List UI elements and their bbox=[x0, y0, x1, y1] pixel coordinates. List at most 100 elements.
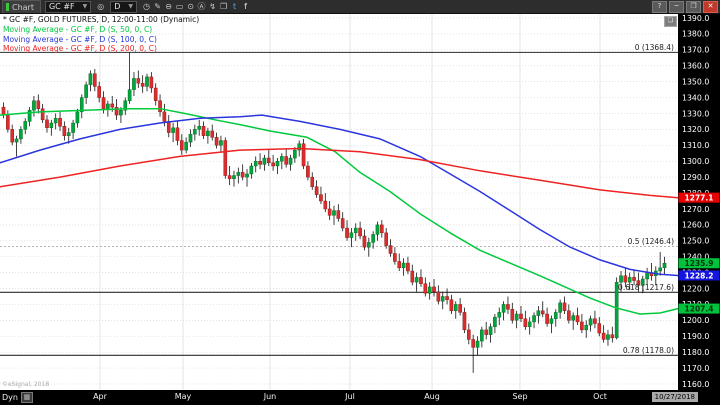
candle-body bbox=[545, 313, 549, 324]
refresh-icon[interactable]: ⊙ bbox=[187, 2, 194, 11]
link-icon[interactable]: ↯ bbox=[209, 2, 216, 11]
candle-body bbox=[588, 318, 593, 326]
candle-body bbox=[410, 270, 415, 283]
chart-canvas[interactable]: 0 (1368.4) 0.5 (1246.4) 0.618 (1217.6) 0.78… bbox=[0, 14, 720, 390]
candle-body bbox=[97, 86, 101, 98]
restore-button[interactable]: ❐ bbox=[686, 0, 701, 13]
symbol-value: GC #F bbox=[48, 2, 75, 11]
price-axis-label: 1380.0 bbox=[682, 30, 709, 39]
candle-body bbox=[332, 210, 336, 216]
candle-body bbox=[45, 119, 49, 128]
facebook-icon[interactable]: f bbox=[244, 2, 247, 11]
candle-body bbox=[575, 315, 580, 323]
price-marker-badge bbox=[678, 192, 720, 203]
candle-body bbox=[219, 140, 223, 146]
candle-body bbox=[336, 210, 341, 219]
month-label-may: May bbox=[174, 392, 192, 401]
candle-body bbox=[632, 277, 636, 281]
chart-legend: * GC #F, GOLD FUTURES, D, 12:00-11:00 (D… bbox=[3, 15, 199, 54]
price-axis-label: 1180.0 bbox=[682, 348, 709, 357]
candle-body bbox=[262, 157, 267, 165]
dyn-mode[interactable]: Dyn ▦ bbox=[2, 392, 33, 403]
candle-body bbox=[306, 165, 310, 178]
candle-body bbox=[245, 173, 249, 178]
symbol-lookup-icon[interactable]: ◎ bbox=[97, 2, 105, 11]
candle-body bbox=[223, 140, 228, 176]
tab-chart[interactable]: Chart bbox=[2, 0, 41, 13]
candle-body bbox=[127, 89, 132, 101]
candle-body bbox=[610, 334, 615, 339]
minimize-button[interactable]: ─ bbox=[669, 0, 684, 13]
watermark: ©eSignal, 2018 bbox=[2, 381, 50, 388]
candle-body bbox=[366, 242, 371, 248]
grid-icon[interactable]: ▦ bbox=[20, 392, 33, 403]
window-icon[interactable]: ❐ bbox=[219, 2, 228, 11]
candle-body bbox=[149, 76, 154, 89]
candle-body bbox=[471, 339, 475, 348]
candle-body bbox=[380, 224, 384, 234]
candle-body bbox=[184, 141, 188, 151]
candle-body bbox=[19, 129, 23, 140]
draw-icon[interactable]: ✎ bbox=[154, 2, 161, 11]
dyn-label: Dyn bbox=[2, 393, 18, 402]
candle-body bbox=[188, 133, 193, 143]
time-icon[interactable]: ◷ bbox=[143, 2, 151, 11]
price-axis-label: 1160.0 bbox=[682, 380, 709, 389]
candle-body bbox=[401, 262, 406, 269]
price-axis-label: 1250.0 bbox=[682, 237, 709, 246]
chevron-down-icon[interactable]: ▼ bbox=[82, 3, 88, 10]
zoom-out-icon[interactable]: ⊖ bbox=[165, 2, 172, 11]
ma200-legend: Moving Average - GC #F, D (S, 200, 0, C) bbox=[3, 44, 157, 54]
symbol-input[interactable]: GC #F ▼ bbox=[44, 0, 92, 13]
candle-body bbox=[580, 321, 584, 331]
candle-body bbox=[536, 310, 541, 316]
candle-body bbox=[71, 122, 75, 133]
candle-body bbox=[436, 291, 441, 302]
interval-value: D bbox=[114, 2, 121, 11]
alerts-icon[interactable]: Ⓐ bbox=[197, 2, 206, 11]
candle-body bbox=[280, 156, 284, 162]
candle-body bbox=[636, 280, 641, 286]
price-axis-label: 1200.0 bbox=[682, 316, 709, 325]
twitter-icon[interactable]: t bbox=[232, 2, 237, 11]
price-marker-badge bbox=[678, 258, 720, 269]
candle-body bbox=[497, 312, 502, 318]
candle-body bbox=[584, 324, 589, 331]
candle-body bbox=[614, 281, 619, 339]
candle-body bbox=[66, 132, 71, 136]
interval-input[interactable]: D ▼ bbox=[110, 0, 138, 13]
chevron-down-icon[interactable]: ▼ bbox=[128, 3, 134, 10]
candle-body bbox=[301, 143, 306, 167]
fib-label: 0.5 (1246.4) bbox=[628, 237, 674, 246]
chart-status-dot bbox=[6, 3, 9, 11]
axis-options-icon[interactable]: ❏ bbox=[664, 16, 677, 27]
candle-body bbox=[166, 121, 171, 133]
candle-body bbox=[358, 227, 362, 237]
price-marker-badge bbox=[678, 270, 720, 281]
candle-body bbox=[571, 315, 575, 321]
candle-body bbox=[323, 200, 328, 210]
close-button[interactable]: ✕ bbox=[703, 0, 718, 13]
price-marker-value: 1277.1 bbox=[685, 194, 714, 203]
month-label-jun: Jun bbox=[263, 392, 277, 401]
candle-body bbox=[106, 103, 110, 109]
price-axis-label: 1330.0 bbox=[682, 109, 709, 118]
candle-body bbox=[527, 321, 532, 327]
help-button[interactable]: ? bbox=[652, 0, 667, 13]
candle-body bbox=[440, 296, 445, 302]
candle-body bbox=[179, 140, 184, 151]
candle-body bbox=[393, 253, 397, 262]
candle-body bbox=[140, 83, 145, 87]
candle-body bbox=[132, 78, 136, 90]
quote-icon[interactable]: ▭ bbox=[175, 2, 184, 11]
candle-body bbox=[266, 157, 271, 164]
candle-body bbox=[201, 126, 206, 136]
candle-body bbox=[562, 302, 567, 311]
price-axis-label: 1170.0 bbox=[682, 364, 709, 373]
candle-body bbox=[453, 304, 458, 312]
fib-label: 0.618 (1217.6) bbox=[618, 283, 674, 292]
time-axis[interactable]: Dyn ▦ Apr May Jun Jul Aug Sep Oct 10/27/2018 bbox=[0, 390, 720, 405]
candle-body bbox=[419, 277, 423, 284]
candle-body bbox=[110, 103, 115, 108]
candle-body bbox=[193, 129, 197, 135]
